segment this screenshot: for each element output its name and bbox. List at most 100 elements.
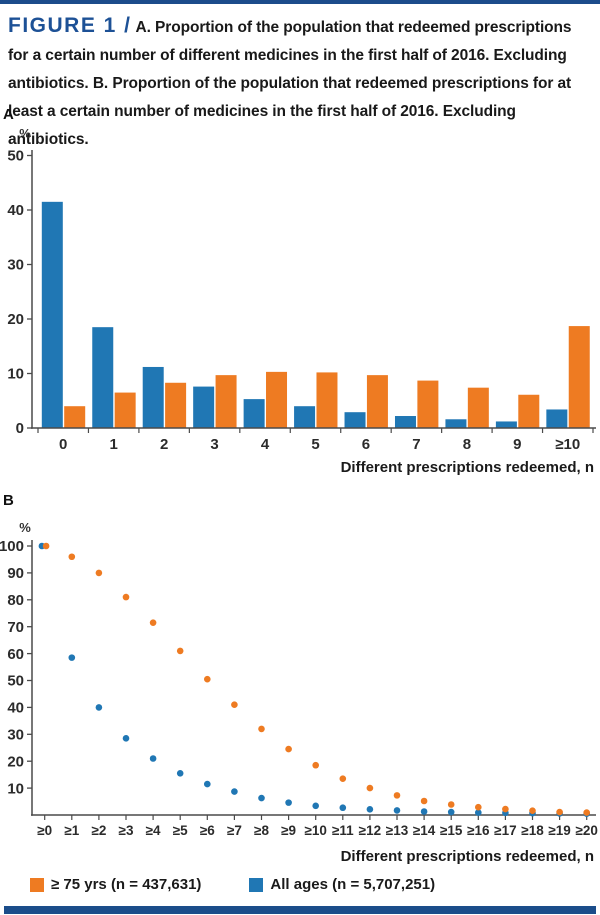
data-point-75yrs: [502, 805, 509, 813]
legend-label-75yrs: ≥ 75 yrs (n = 437,631): [51, 876, 202, 893]
data-point-75yrs: [529, 807, 536, 814]
caption-b-label: B.: [92, 75, 109, 92]
y-tick-label: 10: [7, 366, 24, 383]
legend-item-all-ages: All ages (n = 5,707,251): [249, 876, 435, 893]
y-tick-label: 100: [0, 538, 24, 555]
y-tick-label: 0: [16, 420, 24, 437]
bar-75yrs: [165, 382, 187, 428]
figure-caption: FIGURE 1 /A. Proportion of the populatio…: [8, 12, 594, 154]
bar-75yrs: [467, 387, 489, 428]
data-point-all-ages: [447, 808, 455, 816]
bar-all-ages: [142, 366, 164, 428]
data-point-all-ages: [420, 808, 428, 815]
y-tick-label: 50: [7, 673, 24, 690]
x-tick-label: ≥8: [254, 823, 269, 838]
data-point-all-ages: [285, 799, 292, 806]
legend-item-75yrs: ≥ 75 yrs (n = 437,631): [30, 876, 201, 893]
x-axis-title: Different prescriptions redeemed, n: [341, 459, 594, 476]
x-tick-label: ≥3: [119, 823, 134, 838]
data-point-75yrs: [339, 775, 347, 782]
data-point-75yrs: [285, 745, 292, 753]
x-tick-label: ≥7: [227, 823, 242, 838]
chart-a-grouped-bars: 0 10 20 30 40 50 0 1 2 3 4 5 6 7 8 9 ≥10 Different prescr…: [7, 148, 596, 476]
y-tick-label: 40: [7, 700, 24, 717]
data-point-all-ages: [258, 794, 265, 802]
x-tick-label: ≥5: [173, 823, 188, 838]
data-point-75yrs: [366, 784, 374, 792]
x-axis-title: Different prescriptions redeemed, n: [341, 848, 594, 865]
x-tick-label: ≥4: [146, 823, 161, 838]
data-point-all-ages: [475, 809, 482, 816]
panel-a-label: A: [3, 106, 14, 123]
bar-all-ages: [294, 406, 316, 428]
bottom-accent-bar: [4, 906, 596, 914]
legend: ≥ 75 yrs (n = 437,631) All ages (n = 5,7…: [30, 876, 435, 893]
x-tick-label: ≥6: [200, 823, 215, 838]
data-point-75yrs: [393, 792, 401, 799]
data-point-75yrs: [204, 675, 211, 683]
bar-75yrs: [518, 394, 540, 428]
data-point-all-ages: [204, 780, 211, 788]
x-tick-label: 9: [513, 436, 521, 453]
data-point-75yrs: [583, 809, 590, 816]
x-tick-label: ≥14: [413, 823, 436, 838]
caption-b-text: Proportion of the population that redeem…: [8, 75, 572, 148]
x-tick-label: ≥19: [548, 823, 570, 838]
bar-all-ages: [344, 412, 366, 428]
data-point-75yrs: [42, 542, 50, 550]
data-point-all-ages: [68, 654, 76, 661]
y-tick-label: 40: [7, 202, 24, 219]
bar-75yrs: [568, 326, 590, 428]
x-tick-label: 5: [311, 436, 319, 453]
data-point-all-ages: [393, 807, 401, 814]
data-point-all-ages: [339, 804, 347, 812]
chart-b-scatter: 10 20 30 40 50 60 70 80 90 100 ≥0 ≥1 ≥2 ≥3 ≥4 ≥5 ≥6 ≥7 ≥8 ≥…: [0, 538, 598, 865]
data-point-75yrs: [312, 761, 320, 769]
bar-75yrs: [266, 371, 288, 428]
x-tick-label: ≥16: [467, 823, 490, 838]
bar-all-ages: [193, 386, 215, 428]
x-tick-label: ≥0: [37, 823, 52, 838]
x-tick-label: 7: [412, 436, 420, 453]
data-point-75yrs: [231, 701, 238, 709]
x-tick-label: 1: [110, 436, 118, 453]
bar-all-ages: [495, 421, 517, 428]
y-tick-label: 20: [7, 753, 24, 770]
x-tick-label: ≥20: [575, 823, 597, 838]
bar-all-ages: [243, 399, 265, 428]
data-point-75yrs: [420, 797, 428, 805]
top-accent-line: [0, 0, 600, 4]
bar-75yrs: [366, 375, 388, 428]
x-tick-label: ≥10: [304, 823, 326, 838]
data-point-all-ages: [95, 704, 103, 711]
x-tick-label: ≥9: [281, 823, 296, 838]
bar-all-ages: [546, 409, 568, 428]
panel-b-label: B: [3, 492, 14, 509]
y-tick-label: 30: [7, 727, 24, 744]
data-point-all-ages: [176, 770, 184, 777]
legend-label-all-ages: All ages (n = 5,707,251): [270, 876, 436, 893]
legend-swatch-all-ages-icon: [249, 877, 264, 892]
x-tick-label: ≥17: [494, 823, 516, 838]
x-tick-label: 6: [362, 436, 370, 453]
data-point-all-ages: [231, 788, 238, 795]
data-point-all-ages: [312, 802, 320, 810]
bar-all-ages: [394, 416, 416, 428]
caption-a-text: Proportion of the population that redeem…: [8, 19, 572, 92]
x-tick-label: ≥12: [359, 823, 381, 838]
data-point-75yrs: [68, 553, 76, 561]
bar-75yrs: [114, 392, 136, 428]
y-tick-label: 50: [7, 148, 24, 165]
chart-b-y-unit: %: [19, 520, 31, 535]
x-tick-label: ≥10: [555, 436, 580, 453]
y-tick-label: 90: [7, 565, 24, 582]
data-point-75yrs: [447, 801, 455, 808]
data-point-all-ages: [122, 735, 130, 742]
bar-all-ages: [41, 201, 63, 428]
x-tick-label: ≥13: [386, 823, 409, 838]
chart-a-y-unit: %: [19, 126, 31, 141]
y-tick-label: 20: [7, 311, 24, 328]
data-point-all-ages: [366, 806, 374, 813]
data-point-75yrs: [556, 808, 563, 816]
